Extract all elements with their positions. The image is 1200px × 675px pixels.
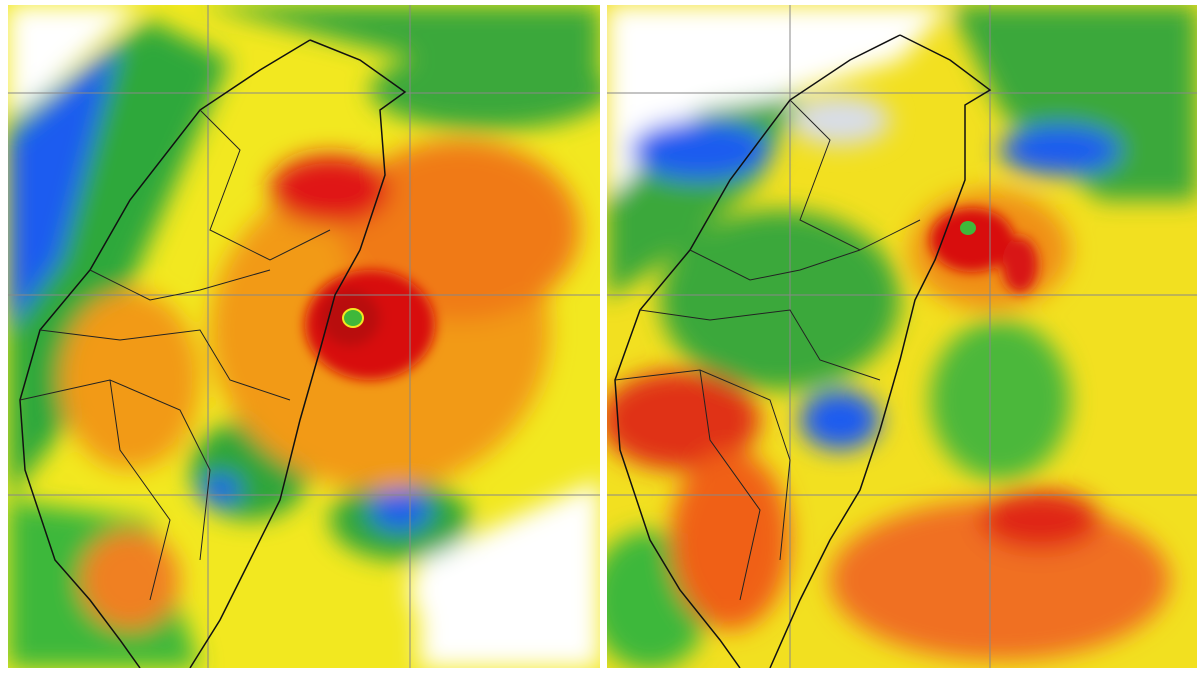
grid [8,5,600,668]
radar-panel-left [8,5,600,668]
typhoon-eye [342,308,364,328]
typhoon-eye [960,221,976,235]
county-borders [614,99,921,601]
grid [607,5,1197,668]
coastline [19,39,407,668]
county-borders [19,109,331,601]
coastline [614,34,992,668]
eyewall [305,270,435,380]
radar-panel-right [607,5,1197,668]
eyewall [930,208,1038,293]
